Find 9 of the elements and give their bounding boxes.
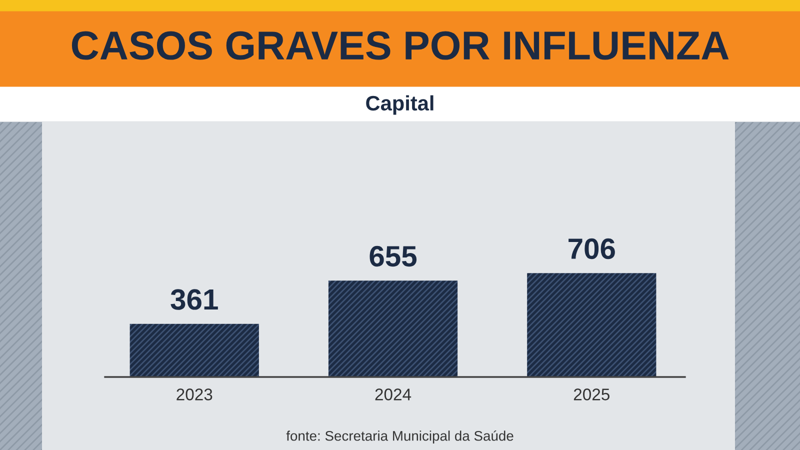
x-tick-label: 2025	[574, 388, 610, 400]
x-tick-label: 2024	[375, 388, 412, 400]
chart-title: CASOS GRAVES POR INFLUENZA	[72, 31, 729, 60]
data-label: 706	[568, 238, 615, 260]
chart-subtitle: Capital	[366, 95, 434, 115]
data-label: 655	[370, 246, 417, 267]
x-tick-label: 2023	[176, 388, 212, 400]
data-label: 361	[170, 289, 218, 310]
source-note: fonte: Secretaria Municipal da Saúde	[286, 430, 514, 444]
